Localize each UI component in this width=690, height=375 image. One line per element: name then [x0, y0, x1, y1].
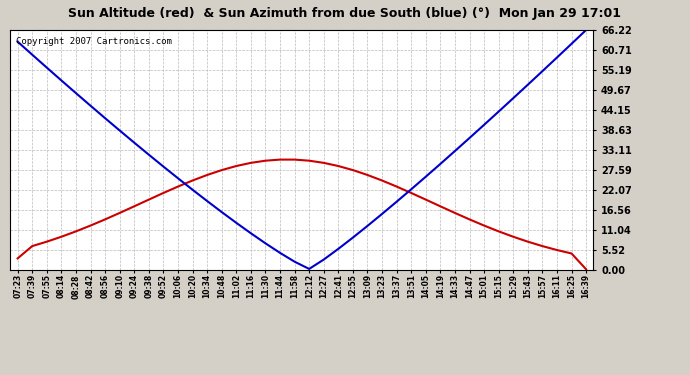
Text: Copyright 2007 Cartronics.com: Copyright 2007 Cartronics.com — [16, 37, 172, 46]
Text: Sun Altitude (red)  & Sun Azimuth from due South (blue) (°)  Mon Jan 29 17:01: Sun Altitude (red) & Sun Azimuth from du… — [68, 8, 622, 21]
